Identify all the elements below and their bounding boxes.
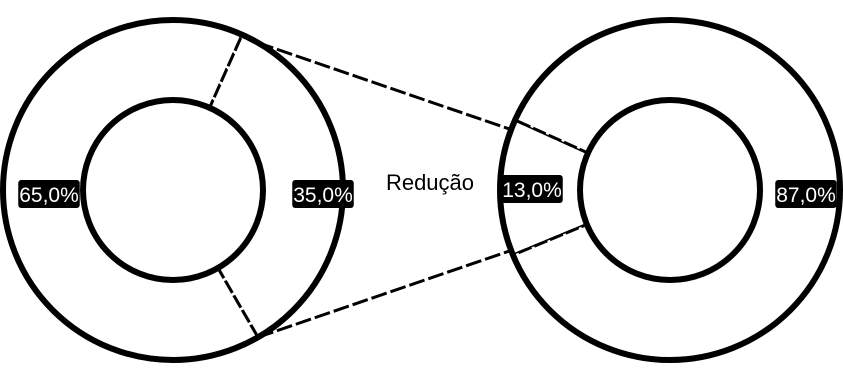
annotation-halo [382, 168, 478, 197]
slice-label-bg-1-2 [292, 180, 354, 208]
reduction-annotation: Redução [386, 170, 474, 195]
slice-label-2-2: 87,0% [776, 184, 836, 207]
outer-ring-2 [497, 17, 843, 363]
slice-label-bg-2-1 [501, 175, 563, 203]
donut-before: 65,0% 35,0% [0, 17, 354, 363]
slice-label-bg-2-2 [775, 180, 837, 208]
slice-label-bg-1-1 [18, 180, 80, 208]
inner-ring-1 [80, 97, 266, 283]
slice-label-1-2: 35,0% [293, 184, 353, 207]
inner-ring-2 [577, 97, 763, 283]
slice-label-1-1: 65,0% [19, 184, 79, 207]
donut-after: 13,0% 87,0% [497, 17, 843, 363]
slice-label-2-1: 13,0% [502, 179, 562, 202]
